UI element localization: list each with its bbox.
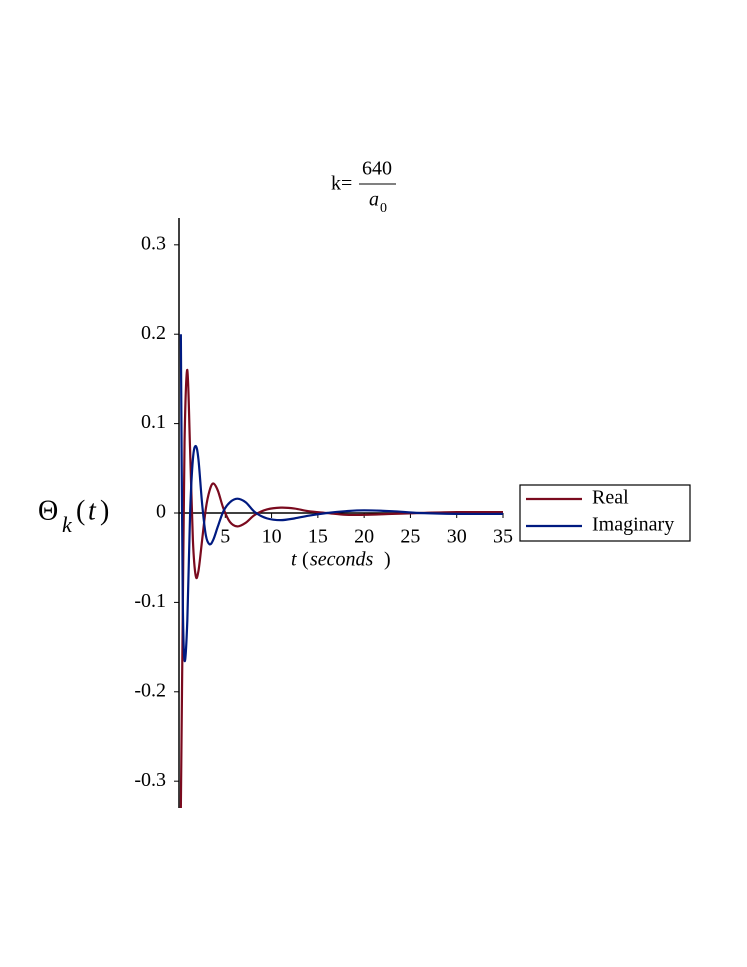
y-label-variable: t [88, 495, 97, 526]
x-label-open: ( [302, 549, 309, 571]
title-denominator: a [369, 189, 379, 211]
title-prefix: k= [331, 173, 352, 195]
legend-box [519, 484, 691, 542]
series-line [179, 334, 504, 663]
x-tick-label: 30 [447, 526, 467, 548]
series-line [179, 368, 504, 809]
x-tick-label: 25 [400, 526, 420, 548]
legend-label: Real [592, 487, 629, 509]
y-tick-label: -0.1 [134, 590, 166, 612]
plot-lines [179, 334, 504, 809]
y-tick-label: 0.3 [141, 232, 166, 254]
x-tick-label: 15 [308, 526, 328, 548]
legend-label: Imaginary [592, 514, 674, 536]
x-tick-label: 20 [354, 526, 374, 548]
y-label-close: ) [100, 495, 109, 526]
y-label-subscript: k [62, 512, 73, 537]
y-label-open: ( [76, 495, 85, 526]
x-label-close: ) [384, 549, 391, 571]
x-tick-label: 5 [220, 526, 230, 548]
y-axis-label: Θ k ( t ) [38, 495, 109, 537]
y-tick-label: 0 [156, 501, 166, 523]
title-numerator: 640 [362, 158, 392, 180]
x-axis-label: t ( seconds ) [291, 549, 391, 571]
y-tick-label: 0.1 [141, 411, 166, 433]
x-label-unit: seconds [310, 549, 374, 571]
x-tick-label: 10 [262, 526, 282, 548]
y-label-symbol: Θ [38, 495, 58, 526]
title: k= 640 a 0 [331, 158, 396, 216]
x-label-variable: t [291, 549, 297, 571]
y-tick-label: -0.3 [134, 769, 166, 791]
x-tick-label: 35 [493, 526, 513, 548]
y-tick-label: 0.2 [141, 322, 166, 344]
y-tick-label: -0.2 [134, 679, 166, 701]
title-denominator-subscript: 0 [380, 201, 387, 216]
